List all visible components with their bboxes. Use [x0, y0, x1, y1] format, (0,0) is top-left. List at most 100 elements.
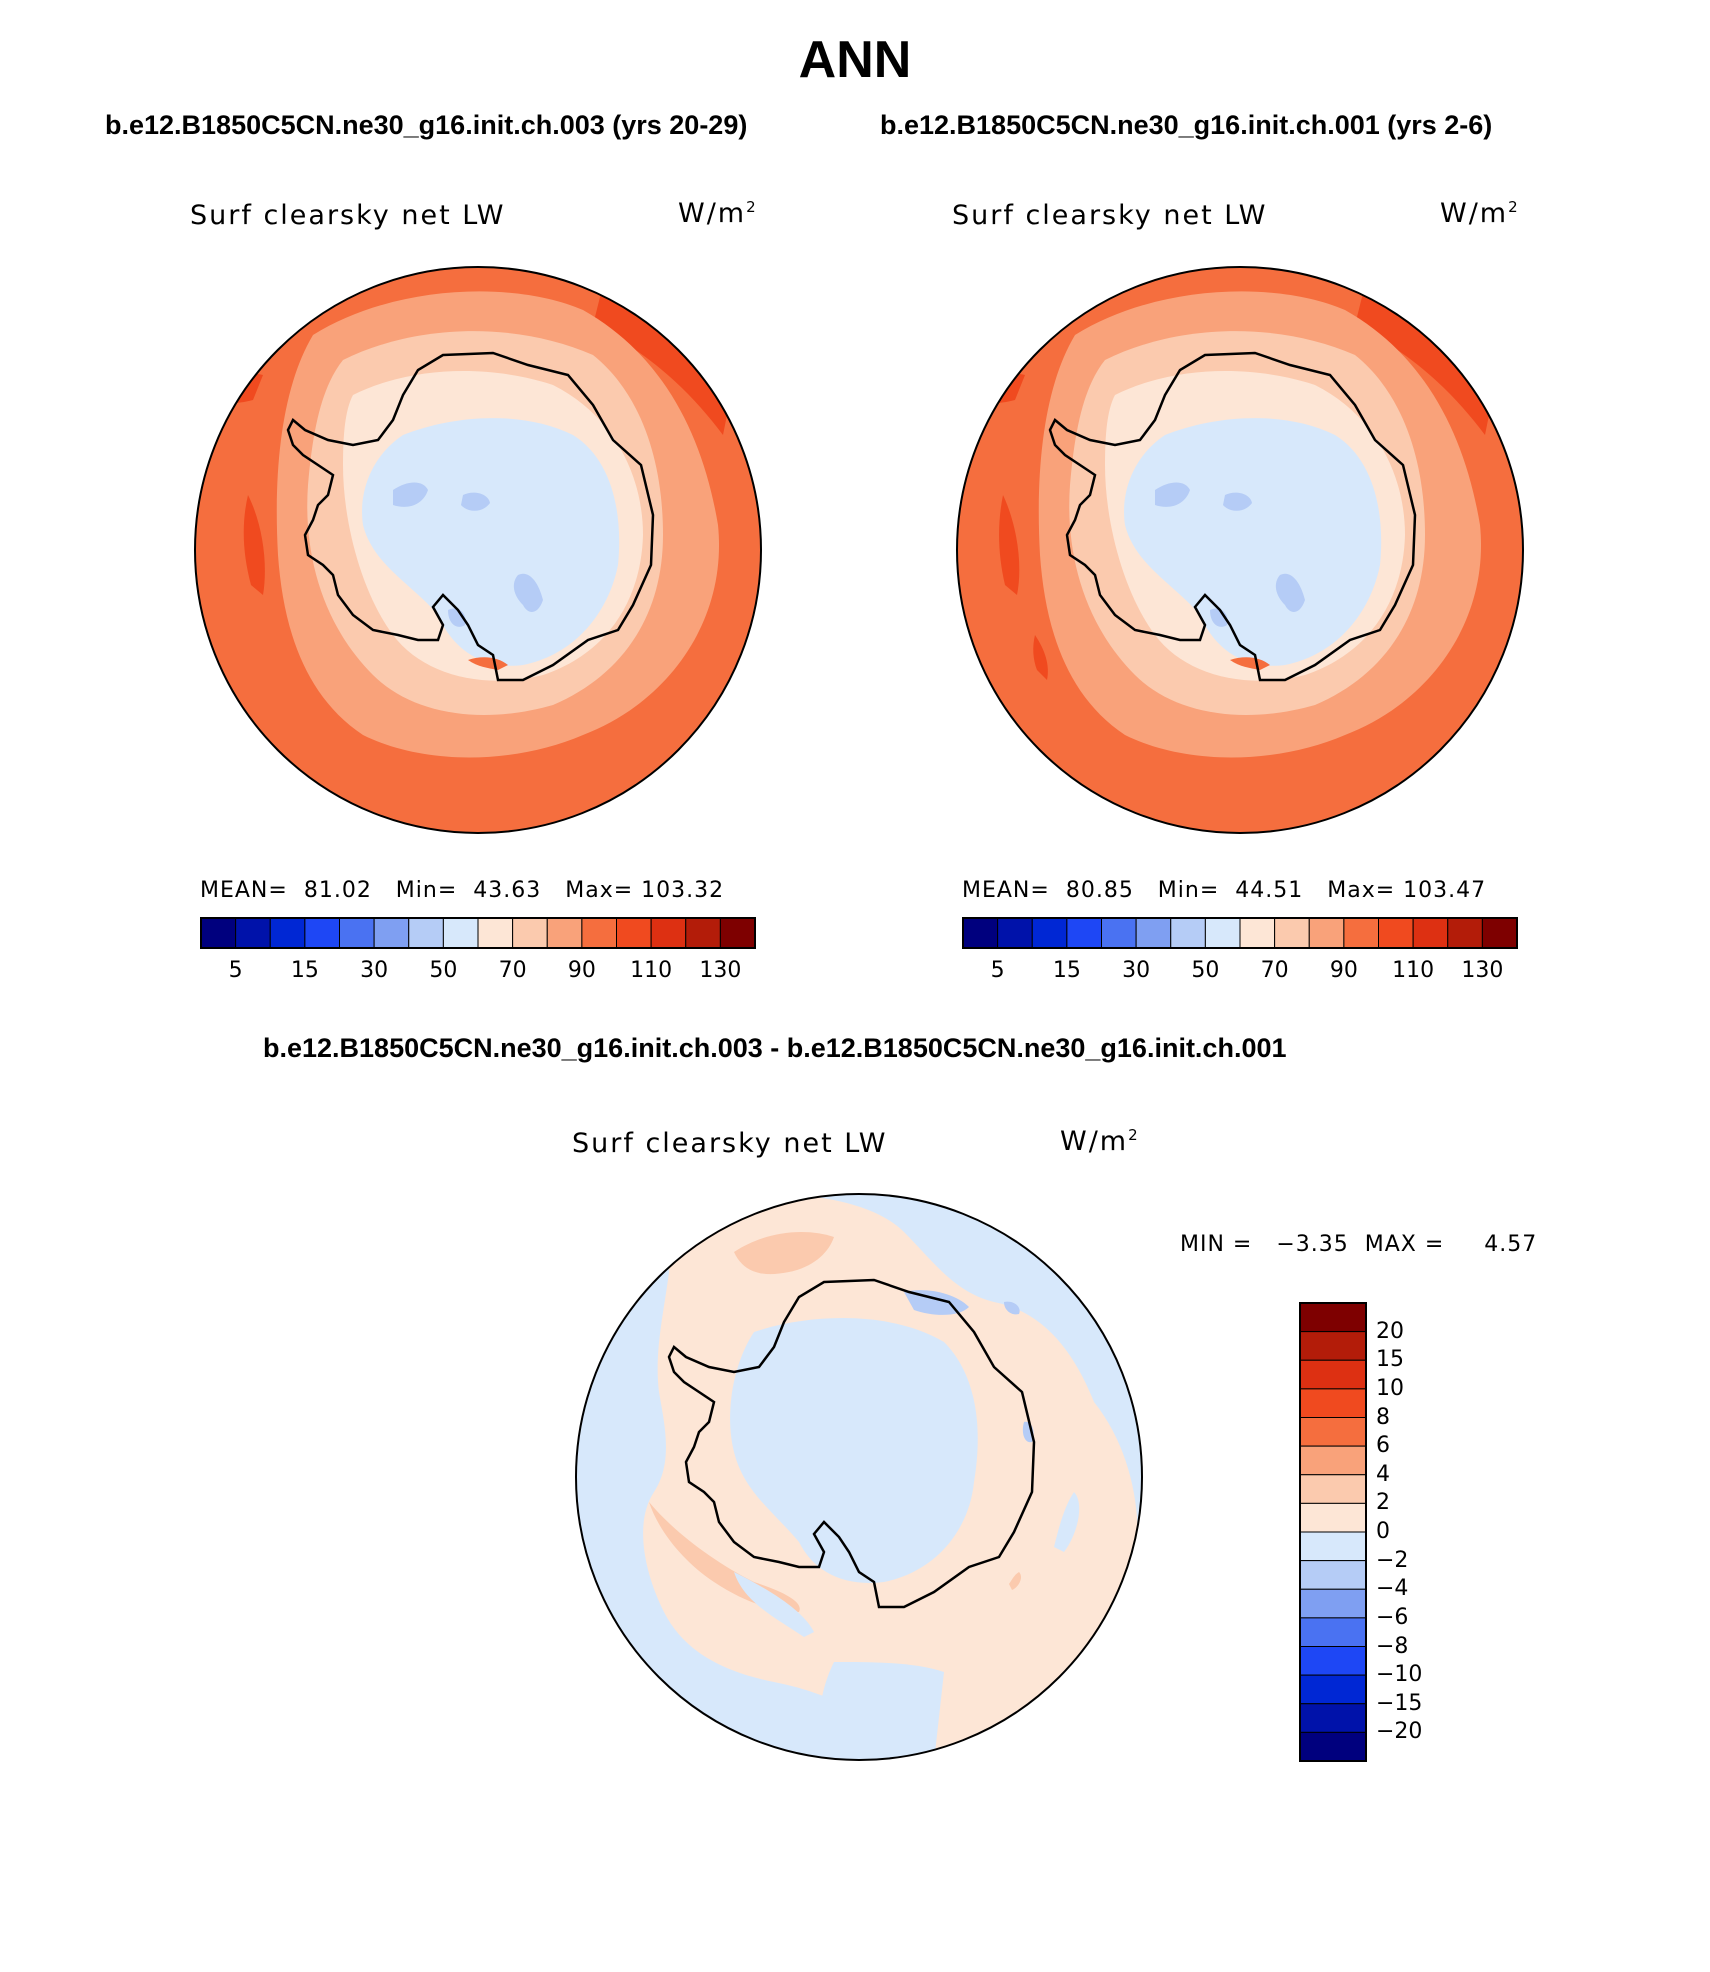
map-boundary [575, 1193, 1143, 1761]
contour-band-30 [362, 418, 620, 666]
colorbar-tick-label: 6 [1376, 1433, 1390, 1459]
figure-title: ANN [798, 31, 912, 89]
colorbar-tick-label: −4 [1376, 1576, 1409, 1602]
contour-band-high-w [243, 495, 265, 595]
units-label-right: W/m2 [1440, 198, 1520, 229]
variable-label-diff: Surf clearsky net LW [572, 1128, 888, 1159]
colorbar-swatch [1481, 917, 1518, 949]
colorbar-tick-label: 5 [228, 958, 243, 983]
colorbar-swatch [1308, 917, 1345, 949]
map-boundary [956, 266, 1524, 834]
colorbar-swatch [1101, 917, 1137, 949]
colorbar-swatch [235, 917, 271, 949]
contour-band-high-ne [593, 285, 733, 435]
colorbar-swatch [1299, 1646, 1367, 1676]
colorbar-swatch [1299, 1731, 1367, 1762]
contour-band-high-sw [1033, 635, 1048, 680]
colorbar-tick-label: −15 [1376, 1690, 1423, 1716]
colorbar-left [200, 917, 756, 949]
units-label-left: W/m2 [678, 198, 758, 229]
contour-band-30 [1124, 418, 1382, 666]
stats-right: MEAN= 80.85 Min= 44.51 Max= 103.47 [962, 878, 1487, 903]
colorbar-swatch [1031, 917, 1068, 949]
colorbar-swatch [304, 917, 340, 949]
contour-band-15-b [1223, 492, 1252, 511]
colorbar-swatch [1299, 1703, 1367, 1733]
colorbar-tick-label: 10 [1376, 1375, 1404, 1401]
colorbar-tick-label: 8 [1376, 1404, 1390, 1430]
colorbar-tick-label: 15 [1376, 1347, 1404, 1373]
colorbar-swatch [650, 917, 687, 949]
colorbar-tick-label: 110 [630, 958, 673, 983]
colorbar-swatch [1299, 1588, 1367, 1619]
contour-band-2-4-c [1009, 1572, 1022, 1590]
contour-band-15-a [393, 482, 428, 507]
colorbar-tick-label: 70 [498, 958, 527, 983]
colorbar-outline [1299, 1302, 1367, 1762]
colorbar-swatch [1412, 917, 1449, 949]
colorbar-swatch [200, 917, 237, 949]
colorbar-tick-label: −6 [1376, 1604, 1409, 1630]
colorbar-swatch [408, 917, 444, 949]
antarctica-coastline [667, 1278, 1036, 1609]
antarctica-coastline [1048, 351, 1417, 682]
case-title-left: b.e12.B1850C5CN.ne30_g16.init.ch.003 (yr… [105, 110, 748, 140]
colorbar-tick-label: 0 [1376, 1519, 1390, 1544]
colorbar-swatch [685, 917, 721, 949]
colorbar-swatch [1170, 917, 1206, 949]
contour-band-15-a [1155, 482, 1190, 507]
contour-band-2-4-a [734, 1232, 834, 1275]
contour-band-neg-f [1054, 1492, 1080, 1552]
polar-map-diff [575, 1193, 1143, 1761]
colorbar-tick-label: 50 [1191, 958, 1220, 983]
colorbar-swatch [1378, 917, 1414, 949]
contour-band-high-w [999, 495, 1020, 595]
colorbar-swatch [1299, 1502, 1367, 1533]
colorbar-swatch [1299, 1445, 1367, 1476]
contour-band-15-c [1275, 573, 1305, 612]
colorbar-outline [962, 917, 1518, 949]
contour-band-neg-a [904, 1290, 969, 1315]
colorbar-swatch [1299, 1331, 1367, 1361]
contour-band-15-b [461, 492, 490, 511]
map-boundary [194, 266, 762, 834]
contour-band-15-c [513, 573, 543, 612]
colorbar-swatch [1299, 1674, 1367, 1705]
stats-left: MEAN= 81.02 Min= 43.63 Max= 103.32 [200, 878, 725, 903]
variable-label-right: Surf clearsky net LW [952, 200, 1268, 231]
colorbar-swatch [1299, 1302, 1367, 1333]
colorbar-tick-label: 90 [567, 958, 596, 983]
colorbar-swatch [269, 917, 306, 949]
contour-band-2-4-b [649, 1502, 800, 1612]
colorbar-swatch [546, 917, 583, 949]
colorbar-swatch [1343, 917, 1379, 949]
polar-map-left [194, 266, 762, 834]
case-title-right: b.e12.B1850C5CN.ne30_g16.init.ch.001 (yr… [880, 110, 1493, 140]
colorbar-tick-label: −2 [1376, 1547, 1409, 1573]
colorbar-tick-label: 130 [699, 958, 742, 983]
colorbar-swatch [1239, 917, 1276, 949]
colorbar-swatch [616, 917, 652, 949]
polar-map-right [956, 266, 1524, 834]
colorbar-swatch [1135, 917, 1172, 949]
contour-band-red-shelf [468, 657, 508, 670]
colorbar-tick-label: 110 [1392, 958, 1435, 983]
colorbar-tick-label: 50 [429, 958, 458, 983]
colorbar-tick-label: 4 [1376, 1461, 1390, 1487]
colorbar-tick-label: 2 [1376, 1490, 1390, 1516]
colorbar-swatch [1204, 917, 1241, 949]
colorbar-swatch [1299, 1617, 1367, 1647]
colorbar-swatch [1274, 917, 1310, 949]
colorbar-swatch [1066, 917, 1102, 949]
colorbar-right [962, 917, 1518, 949]
colorbar-swatch [1299, 1474, 1367, 1504]
colorbar-tick-label: 5 [990, 958, 1005, 983]
colorbar-swatch [1447, 917, 1483, 949]
colorbar-tick-label: −10 [1376, 1662, 1423, 1688]
colorbar-swatch [1299, 1388, 1367, 1418]
case-title-diff: b.e12.B1850C5CN.ne30_g16.init.ch.003 - b… [263, 1033, 1287, 1063]
colorbar-swatch [339, 917, 375, 949]
colorbar-tick-label: 15 [1052, 958, 1081, 983]
colorbar-swatch [373, 917, 410, 949]
units-label-diff: W/m2 [1060, 1126, 1140, 1157]
